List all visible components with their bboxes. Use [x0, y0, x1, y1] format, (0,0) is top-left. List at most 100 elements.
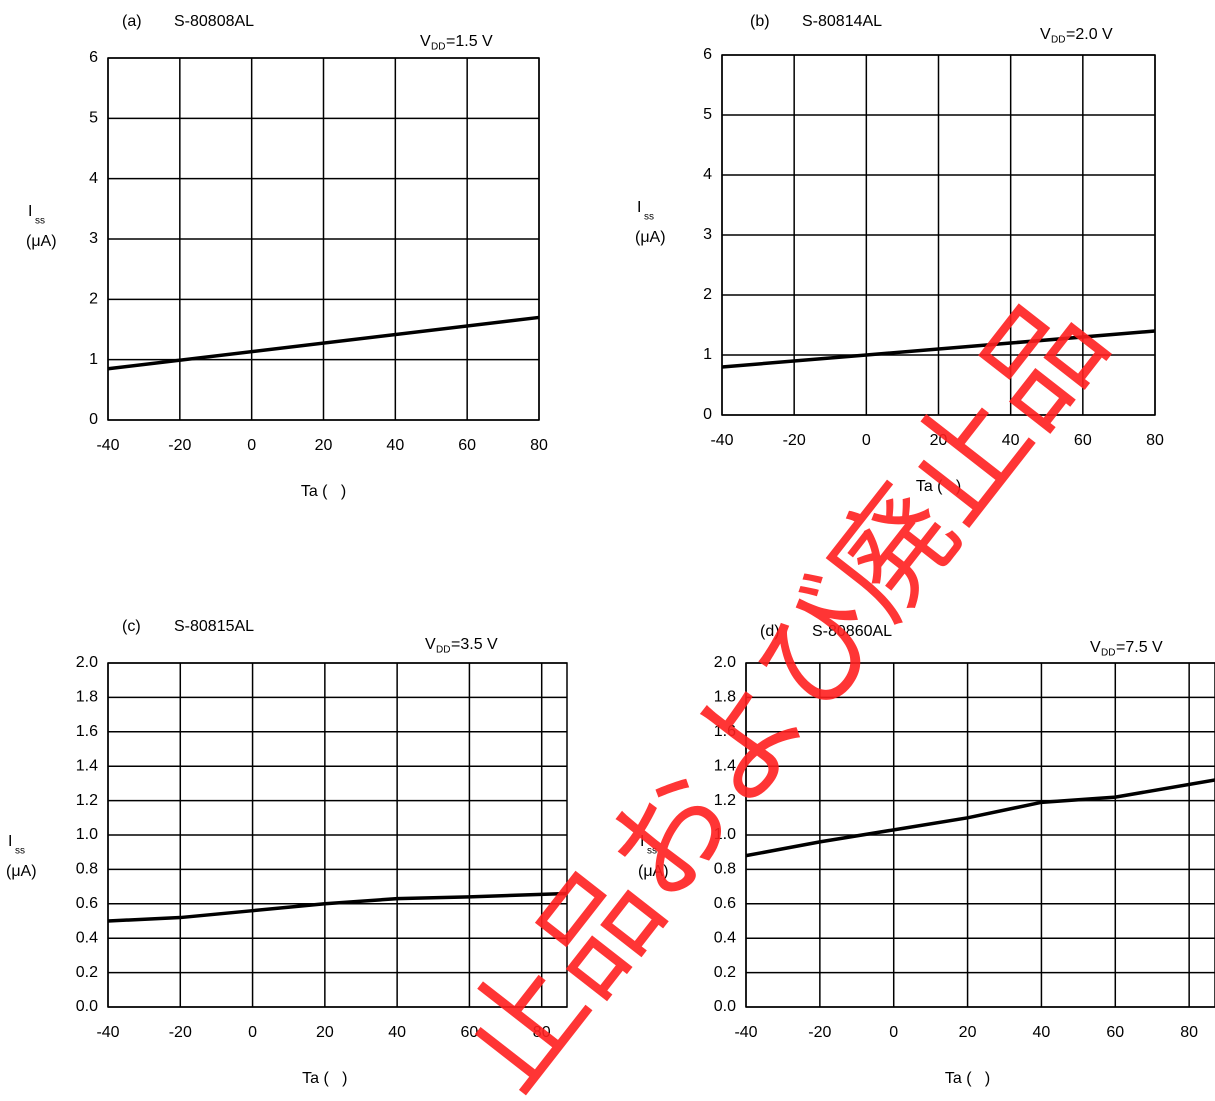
- x-tick-label: -20: [168, 437, 191, 454]
- y-label-sub: ss: [35, 216, 45, 227]
- x-tick-label: 60: [461, 1024, 479, 1041]
- y-tick-label: 1.8: [76, 689, 98, 706]
- y-label-sub: ss: [644, 212, 654, 223]
- annotation-text: =7.5 V: [1116, 639, 1163, 656]
- annotation-text: =3.5 V: [451, 636, 498, 653]
- y-tick-label: 4: [703, 166, 712, 183]
- y-tick-label: 2.0: [714, 654, 736, 671]
- y-tick-label: 1.2: [76, 792, 98, 809]
- y-tick-label: 0.8: [76, 861, 98, 878]
- annotation-main: V: [1040, 26, 1051, 43]
- y-label-main: I: [28, 203, 32, 220]
- chart-title: S-80860AL: [812, 623, 892, 640]
- annotation-main: V: [420, 33, 431, 50]
- y-tick-label: 1: [703, 346, 712, 363]
- y-tick-label: 2: [703, 286, 712, 303]
- y-tick-label: 1.6: [76, 723, 98, 740]
- x-axis-title: Ta ( ): [916, 478, 961, 495]
- annotation-sub: DD: [1051, 35, 1065, 46]
- y-label-sub: ss: [647, 846, 657, 857]
- x-tick-label: -40: [710, 432, 733, 449]
- x-tick-label: -40: [734, 1024, 757, 1041]
- chart-title: S-80815AL: [174, 618, 254, 635]
- y-tick-label: 0.0: [76, 998, 98, 1015]
- x-tick-label: 80: [530, 437, 548, 454]
- y-tick-label: 1.2: [714, 792, 736, 809]
- x-tick-label: 20: [959, 1024, 977, 1041]
- y-label-main: I: [8, 833, 12, 850]
- y-tick-label: 3: [703, 226, 712, 243]
- y-tick-label: 1.4: [76, 757, 98, 774]
- x-tick-label: -20: [783, 432, 806, 449]
- x-tick-label: -20: [169, 1024, 192, 1041]
- x-tick-label: 80: [1146, 432, 1164, 449]
- y-label-unit: (μA): [6, 863, 37, 880]
- y-tick-label: 1.0: [714, 826, 736, 843]
- panel-label: (d): [760, 623, 780, 640]
- y-tick-label: 1.8: [714, 689, 736, 706]
- x-tick-label: -40: [96, 437, 119, 454]
- panel-label: (a): [122, 13, 142, 30]
- y-tick-label: 5: [89, 110, 98, 127]
- annotation-text: =1.5 V: [446, 33, 493, 50]
- x-tick-label: 20: [315, 437, 333, 454]
- x-tick-label: 40: [1033, 1024, 1051, 1041]
- y-tick-label: 2.0: [76, 654, 98, 671]
- x-tick-label: 40: [386, 437, 404, 454]
- data-line: [745, 778, 1215, 858]
- x-tick-label: 0: [862, 432, 871, 449]
- x-tick-label: 80: [533, 1024, 551, 1041]
- y-label-unit: (μA): [638, 863, 669, 880]
- y-tick-label: 0: [89, 411, 98, 428]
- panel-label: (b): [750, 13, 770, 30]
- x-tick-label: 40: [1002, 432, 1020, 449]
- annotation-main: V: [1090, 639, 1101, 656]
- x-tick-label: 20: [930, 432, 948, 449]
- x-tick-label: -40: [96, 1024, 119, 1041]
- y-tick-label: 1: [89, 351, 98, 368]
- annotation-sub: DD: [1101, 648, 1115, 659]
- y-tick-label: 0.6: [76, 895, 98, 912]
- y-tick-label: 0.0: [714, 998, 736, 1015]
- annotation-sub: DD: [431, 42, 445, 53]
- y-tick-label: 0.8: [714, 861, 736, 878]
- y-tick-label: 1.0: [76, 826, 98, 843]
- y-tick-label: 0.6: [714, 895, 736, 912]
- y-tick-label: 0.4: [714, 929, 736, 946]
- x-tick-label: 0: [889, 1024, 898, 1041]
- annotation-sub: DD: [436, 645, 450, 656]
- x-tick-label: 40: [388, 1024, 406, 1041]
- x-tick-label: 20: [316, 1024, 334, 1041]
- x-tick-label: 0: [247, 437, 256, 454]
- y-tick-label: 3: [89, 230, 98, 247]
- x-tick-label: 80: [1180, 1024, 1198, 1041]
- x-axis-title: Ta ( ): [301, 483, 346, 500]
- x-tick-label: 60: [458, 437, 476, 454]
- y-tick-label: 5: [703, 106, 712, 123]
- data-line: [107, 315, 540, 371]
- y-label-main: I: [640, 833, 644, 850]
- data-line: [721, 329, 1156, 369]
- panel-label: (c): [122, 618, 141, 635]
- data-line: [107, 891, 568, 923]
- y-tick-label: 2: [89, 291, 98, 308]
- y-tick-label: 0.2: [714, 964, 736, 981]
- y-tick-label: 0.4: [76, 929, 98, 946]
- y-tick-label: 1.4: [714, 757, 736, 774]
- x-tick-label: 0: [248, 1024, 257, 1041]
- chart-title: S-80808AL: [174, 13, 254, 30]
- y-label-sub: ss: [15, 846, 25, 857]
- x-tick-label: 60: [1106, 1024, 1124, 1041]
- x-axis-title: Ta ( ): [302, 1070, 347, 1087]
- y-label-unit: (μA): [26, 233, 57, 250]
- x-tick-label: 60: [1074, 432, 1092, 449]
- x-axis-title: Ta ( ): [945, 1070, 990, 1087]
- y-tick-label: 0: [703, 406, 712, 423]
- annotation-text: =2.0 V: [1066, 26, 1113, 43]
- chart-title: S-80814AL: [802, 13, 882, 30]
- y-tick-label: 4: [89, 170, 98, 187]
- annotation-main: V: [425, 636, 436, 653]
- y-tick-label: 1.6: [714, 723, 736, 740]
- y-tick-label: 6: [703, 46, 712, 63]
